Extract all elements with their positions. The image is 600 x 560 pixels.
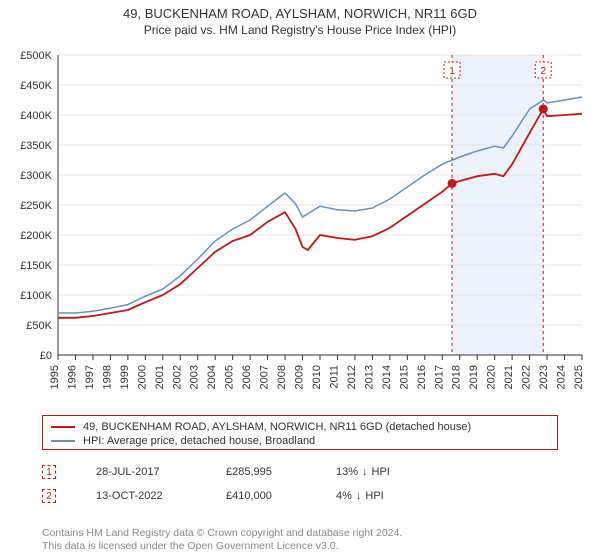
legend-item: HPI: Average price, detached house, Broa… bbox=[51, 434, 549, 448]
legend-swatch bbox=[51, 440, 75, 442]
chart-subtitle: Price paid vs. HM Land Registry's House … bbox=[0, 23, 600, 37]
svg-text:2006: 2006 bbox=[241, 365, 253, 389]
svg-text:1996: 1996 bbox=[66, 365, 78, 389]
svg-text:2: 2 bbox=[540, 66, 546, 77]
svg-text:£350K: £350K bbox=[20, 140, 52, 152]
svg-text:2005: 2005 bbox=[224, 365, 236, 389]
sale-delta: 13% ↓ HPI bbox=[336, 466, 390, 478]
svg-text:£150K: £150K bbox=[20, 260, 52, 272]
chart-container: 49, BUCKENHAM ROAD, AYLSHAM, NORWICH, NR… bbox=[0, 0, 600, 560]
svg-text:2010: 2010 bbox=[311, 365, 323, 389]
svg-text:£500K: £500K bbox=[20, 50, 52, 62]
svg-text:2000: 2000 bbox=[136, 365, 148, 389]
svg-text:1: 1 bbox=[449, 66, 455, 77]
svg-text:1997: 1997 bbox=[84, 365, 96, 389]
svg-text:£100K: £100K bbox=[20, 290, 52, 302]
legend-swatch bbox=[51, 426, 75, 428]
svg-text:2019: 2019 bbox=[468, 365, 480, 389]
sale-price: £285,995 bbox=[226, 466, 296, 478]
chart-plot: £0 £50K £100K £150K £200K £250K £300K £350K £400… bbox=[8, 45, 592, 405]
svg-text:£250K: £250K bbox=[20, 200, 52, 212]
sale-marker-box: 2 bbox=[42, 489, 56, 503]
svg-text:2014: 2014 bbox=[381, 365, 393, 389]
svg-text:£300K: £300K bbox=[20, 170, 52, 182]
arrow-down-icon: ↓ bbox=[356, 490, 362, 502]
svg-text:2020: 2020 bbox=[486, 365, 498, 389]
sales-table: 1 28-JUL-2017 £285,995 13% ↓ HPI 2 13-OC… bbox=[42, 460, 390, 508]
svg-text:2002: 2002 bbox=[171, 365, 183, 389]
svg-text:2018: 2018 bbox=[451, 365, 463, 389]
svg-text:£200K: £200K bbox=[20, 230, 52, 242]
svg-text:2003: 2003 bbox=[189, 365, 201, 389]
legend-label: 49, BUCKENHAM ROAD, AYLSHAM, NORWICH, NR… bbox=[83, 421, 471, 433]
sale-delta: 4% ↓ HPI bbox=[336, 490, 384, 502]
svg-text:2011: 2011 bbox=[328, 365, 340, 389]
svg-text:2015: 2015 bbox=[398, 365, 410, 389]
legend-item: 49, BUCKENHAM ROAD, AYLSHAM, NORWICH, NR… bbox=[51, 420, 549, 434]
svg-text:2021: 2021 bbox=[503, 365, 515, 389]
svg-text:£0: £0 bbox=[40, 350, 52, 362]
sale-marker-box: 1 bbox=[42, 465, 56, 479]
svg-text:2007: 2007 bbox=[259, 365, 271, 389]
arrow-down-icon: ↓ bbox=[362, 466, 368, 478]
svg-text:1999: 1999 bbox=[119, 365, 131, 389]
sale-price: £410,000 bbox=[226, 490, 296, 502]
svg-text:2012: 2012 bbox=[346, 365, 358, 389]
svg-text:2013: 2013 bbox=[363, 365, 375, 389]
sale-row: 2 13-OCT-2022 £410,000 4% ↓ HPI bbox=[42, 484, 390, 508]
footer-line: Contains HM Land Registry data © Crown c… bbox=[42, 527, 402, 541]
svg-text:2017: 2017 bbox=[433, 365, 445, 389]
svg-text:1998: 1998 bbox=[101, 365, 113, 389]
svg-text:2016: 2016 bbox=[416, 365, 428, 389]
sale-row: 1 28-JUL-2017 £285,995 13% ↓ HPI bbox=[42, 460, 390, 484]
svg-text:2023: 2023 bbox=[538, 365, 550, 389]
legend: 49, BUCKENHAM ROAD, AYLSHAM, NORWICH, NR… bbox=[42, 415, 558, 450]
svg-text:2022: 2022 bbox=[521, 365, 533, 389]
footer-line: This data is licensed under the Open Gov… bbox=[42, 540, 402, 554]
svg-text:2025: 2025 bbox=[573, 365, 585, 389]
svg-text:2008: 2008 bbox=[276, 365, 288, 389]
svg-text:£50K: £50K bbox=[26, 320, 52, 332]
svg-text:£450K: £450K bbox=[20, 80, 52, 92]
chart-title: 49, BUCKENHAM ROAD, AYLSHAM, NORWICH, NR… bbox=[0, 6, 600, 21]
chart-titles: 49, BUCKENHAM ROAD, AYLSHAM, NORWICH, NR… bbox=[0, 0, 600, 37]
legend-label: HPI: Average price, detached house, Broa… bbox=[83, 435, 315, 447]
sale-date: 28-JUL-2017 bbox=[96, 466, 186, 478]
sale-date: 13-OCT-2022 bbox=[96, 490, 186, 502]
svg-text:£400K: £400K bbox=[20, 110, 52, 122]
svg-text:1995: 1995 bbox=[49, 365, 61, 389]
svg-text:2024: 2024 bbox=[556, 365, 568, 389]
svg-text:2004: 2004 bbox=[206, 365, 218, 389]
svg-text:2001: 2001 bbox=[154, 365, 166, 389]
svg-text:2009: 2009 bbox=[294, 365, 306, 389]
footer: Contains HM Land Registry data © Crown c… bbox=[42, 527, 402, 554]
chart-svg: £0 £50K £100K £150K £200K £250K £300K £350K £400… bbox=[8, 45, 592, 405]
